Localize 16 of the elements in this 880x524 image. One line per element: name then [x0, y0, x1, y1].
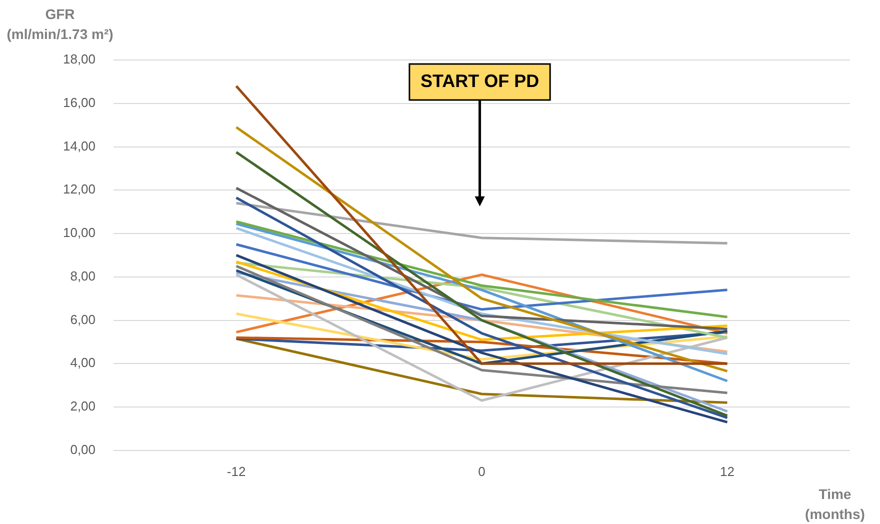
y-tick-label: 8,00: [70, 268, 96, 284]
y-tick-label: 12,00: [62, 182, 96, 197]
x-axis-title: Time (months): [804, 485, 866, 524]
y-tick-label: 10,00: [62, 225, 96, 240]
x-tick-label: 12: [720, 464, 734, 479]
x-tick-label: -12: [226, 464, 246, 479]
y-tick-label: 14,00: [62, 138, 96, 154]
y-axis-title: GFR (ml/min/1.73 m²): [6, 5, 114, 44]
y-tick-label: 2,00: [70, 398, 96, 414]
y-tick-label: 6,00: [70, 312, 96, 327]
y-tick-label: 18,00: [62, 52, 96, 67]
y-tick-label: 16,00: [62, 94, 96, 110]
annotation: START OF PD: [420, 70, 540, 91]
y-tick-label: 0,00: [70, 442, 96, 457]
y-tick-label: 4,00: [70, 355, 96, 370]
x-tick-label: 0: [478, 464, 486, 479]
